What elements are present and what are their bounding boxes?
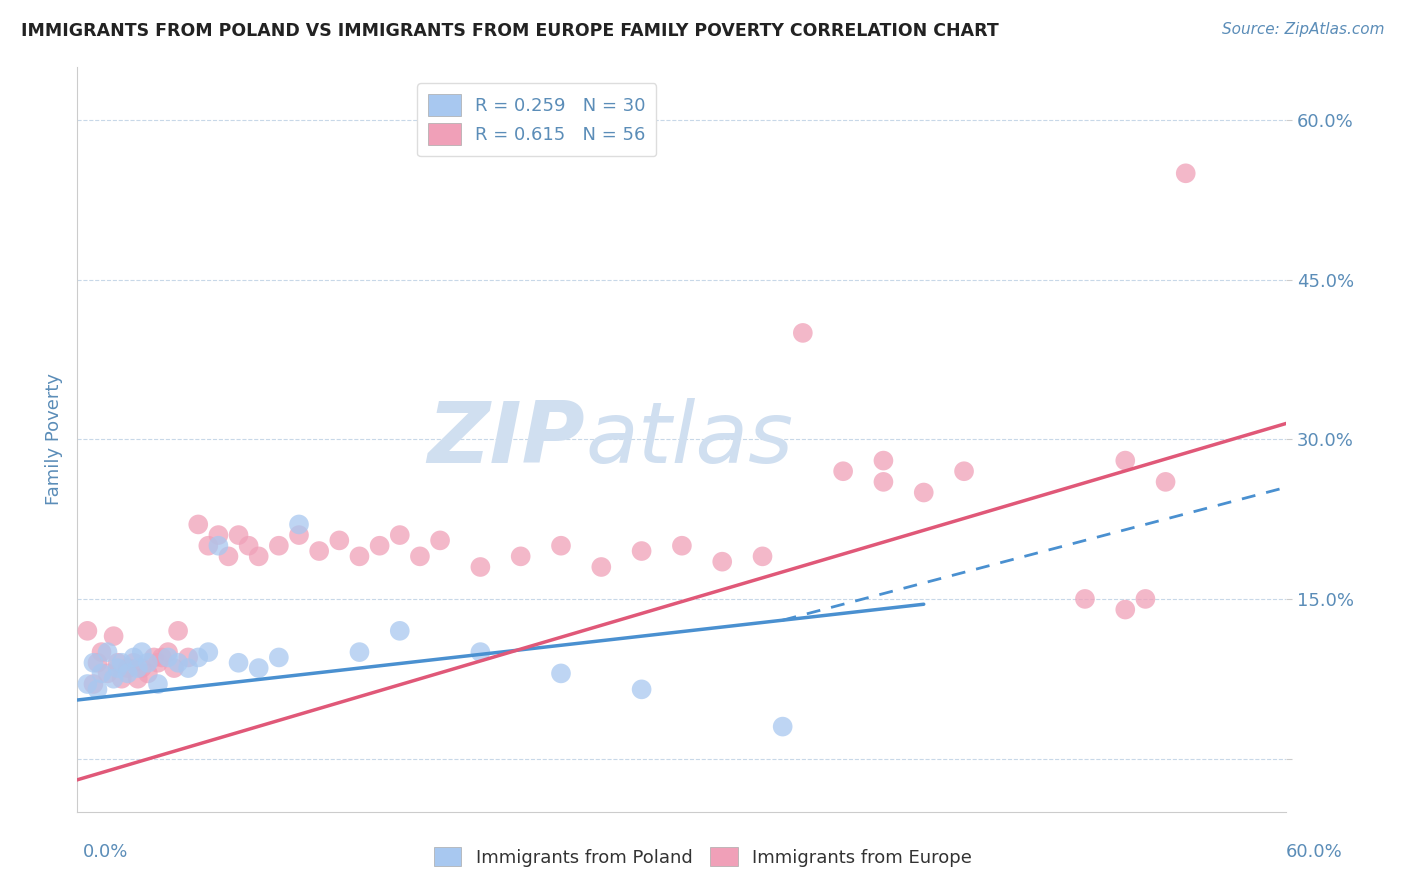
Legend: Immigrants from Poland, Immigrants from Europe: Immigrants from Poland, Immigrants from … <box>427 840 979 874</box>
Point <box>82 677 104 691</box>
Point <box>228 656 250 670</box>
Point <box>349 549 371 564</box>
Point <box>872 453 894 467</box>
Point <box>157 645 180 659</box>
Text: ZIP: ZIP <box>427 398 585 481</box>
Point <box>912 485 935 500</box>
Point <box>127 661 149 675</box>
Point <box>163 661 186 675</box>
Point <box>122 656 145 670</box>
Point <box>218 549 240 564</box>
Y-axis label: Family Poverty: Family Poverty <box>45 374 63 505</box>
Text: Source: ZipAtlas.com: Source: ZipAtlas.com <box>1222 22 1385 37</box>
Point <box>207 539 229 553</box>
Point <box>509 549 531 564</box>
Point <box>117 661 139 675</box>
Point <box>247 549 270 564</box>
Point <box>90 666 112 681</box>
Point <box>772 720 794 734</box>
Point <box>197 539 219 553</box>
Point <box>238 539 260 553</box>
Point <box>96 666 118 681</box>
Point <box>267 539 290 553</box>
Point <box>1174 166 1197 180</box>
Point <box>111 672 134 686</box>
Point <box>131 645 153 659</box>
Point <box>388 624 411 638</box>
Point <box>136 656 159 670</box>
Point <box>157 650 180 665</box>
Point <box>187 517 209 532</box>
Point <box>409 549 432 564</box>
Point <box>288 517 311 532</box>
Point <box>127 672 149 686</box>
Point <box>308 544 330 558</box>
Point <box>671 539 693 553</box>
Point <box>82 656 104 670</box>
Point <box>751 549 773 564</box>
Point <box>107 656 129 670</box>
Point <box>117 666 139 681</box>
Point <box>90 645 112 659</box>
Point <box>288 528 311 542</box>
Point <box>792 326 814 340</box>
Point <box>832 464 855 478</box>
Text: 0.0%: 0.0% <box>83 843 128 861</box>
Point <box>187 650 209 665</box>
Point <box>953 464 976 478</box>
Point <box>76 624 98 638</box>
Point <box>177 661 200 675</box>
Point <box>103 672 125 686</box>
Point <box>470 560 492 574</box>
Point <box>470 645 492 659</box>
Point <box>167 624 190 638</box>
Point <box>1074 591 1097 606</box>
Point <box>207 528 229 542</box>
Point <box>86 682 108 697</box>
Point <box>630 682 652 697</box>
Point <box>136 666 159 681</box>
Point <box>872 475 894 489</box>
Point <box>197 645 219 659</box>
Point <box>711 555 734 569</box>
Point <box>349 645 371 659</box>
Point <box>146 677 169 691</box>
Legend: R = 0.259   N = 30, R = 0.615   N = 56: R = 0.259 N = 30, R = 0.615 N = 56 <box>418 83 657 156</box>
Point <box>96 645 118 659</box>
Point <box>131 661 153 675</box>
Point <box>1114 453 1136 467</box>
Point <box>630 544 652 558</box>
Point <box>150 650 173 665</box>
Point <box>107 661 129 675</box>
Point <box>368 539 391 553</box>
Point <box>550 666 572 681</box>
Point <box>328 533 350 548</box>
Point <box>1114 602 1136 616</box>
Point <box>76 677 98 691</box>
Point <box>267 650 290 665</box>
Point <box>550 539 572 553</box>
Point <box>429 533 451 548</box>
Point <box>142 650 165 665</box>
Text: 60.0%: 60.0% <box>1286 843 1343 861</box>
Point <box>591 560 613 574</box>
Text: atlas: atlas <box>585 398 793 481</box>
Point <box>388 528 411 542</box>
Point <box>1135 591 1157 606</box>
Point <box>146 656 169 670</box>
Point <box>86 656 108 670</box>
Point <box>103 629 125 643</box>
Point <box>247 661 270 675</box>
Point <box>1154 475 1177 489</box>
Point <box>177 650 200 665</box>
Point <box>228 528 250 542</box>
Point <box>167 656 190 670</box>
Point <box>111 656 134 670</box>
Text: IMMIGRANTS FROM POLAND VS IMMIGRANTS FROM EUROPE FAMILY POVERTY CORRELATION CHAR: IMMIGRANTS FROM POLAND VS IMMIGRANTS FRO… <box>21 22 998 40</box>
Point <box>122 650 145 665</box>
